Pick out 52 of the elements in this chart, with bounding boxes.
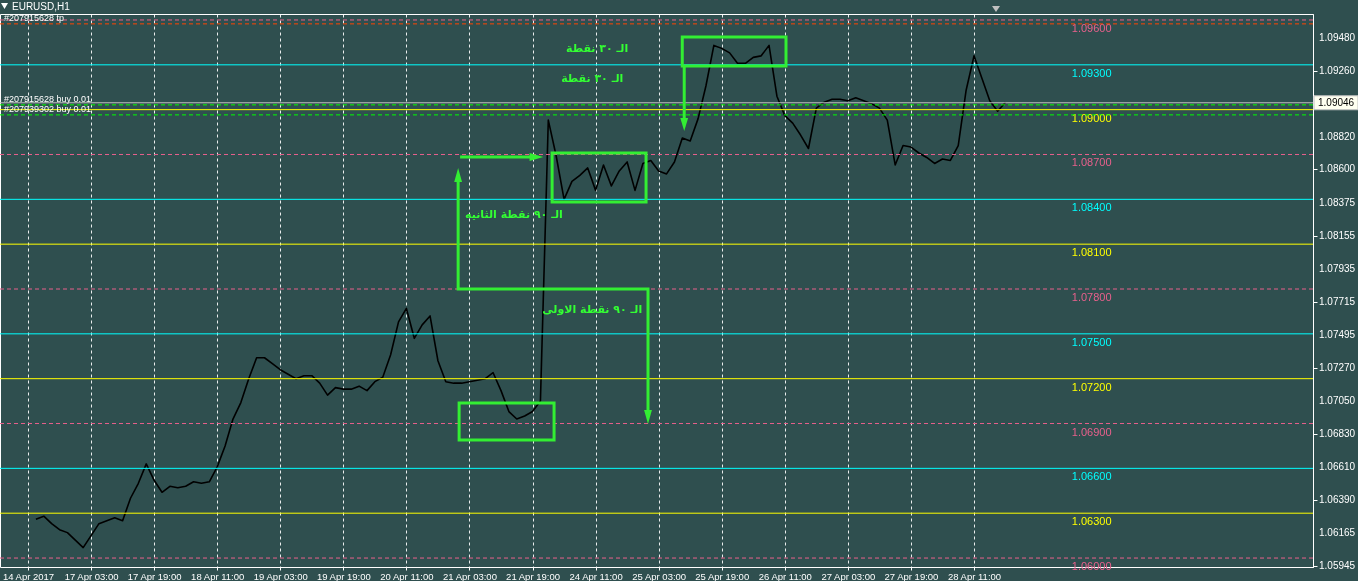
annotation: الـ ٩٠ نقطة الاولى [542, 303, 643, 316]
chart-title: EURUSD,H1 [12, 0, 71, 12]
y-tick-label: 1.08375 [1319, 197, 1356, 209]
ref-line-label: 1.07200 [1071, 380, 1112, 393]
y-tick-label: 1.08155 [1319, 229, 1356, 241]
x-tick-label: 18 Apr 11:00 [191, 570, 245, 581]
y-tick-label: 1.06165 [1319, 527, 1356, 539]
y-tick-label: 1.07495 [1319, 328, 1356, 340]
y-tick-label: 1.07715 [1319, 295, 1356, 307]
ref-line-label: 1.08700 [1071, 156, 1112, 169]
x-tick-label: 25 Apr 03:00 [632, 570, 687, 581]
ref-line-label: 1.09600 [1071, 21, 1112, 34]
y-tick-label: 1.09480 [1319, 31, 1356, 43]
ref-line-label: 1.07500 [1071, 335, 1112, 348]
x-tick-label: 19 Apr 19:00 [316, 570, 371, 581]
y-tick-label: 1.07270 [1319, 362, 1356, 374]
ref-line-label: 1.08400 [1071, 201, 1112, 214]
x-tick-label: 17 Apr 19:00 [127, 570, 182, 581]
ref-line-label: 1.08100 [1071, 246, 1112, 259]
x-tick-label: 17 Apr 03:00 [64, 570, 119, 581]
ref-line-label: 1.06900 [1071, 425, 1112, 438]
annotation: الـ ٣٠ نقطة [561, 72, 624, 85]
x-tick-label: 21 Apr 19:00 [506, 570, 560, 581]
ref-line-label: #207915628 tp [4, 12, 65, 23]
x-tick-label: 20 Apr 11:00 [380, 570, 434, 581]
x-tick-label: 28 Apr 11:00 [947, 570, 1002, 581]
annotation: الـ ٣٠ نقطة [566, 42, 629, 55]
ref-line-label: 1.07800 [1071, 291, 1112, 304]
ref-line-label: 1.09000 [1071, 111, 1112, 124]
y-tick-label: 1.05945 [1319, 560, 1356, 572]
ref-line-label: #207915628 buy 0.01 [4, 93, 92, 104]
y-tick-label: 1.06830 [1319, 427, 1356, 439]
x-tick-label: 27 Apr 03:00 [821, 570, 876, 581]
y-tick-label: 1.08820 [1319, 130, 1356, 142]
x-tick-label: 24 Apr 11:00 [569, 570, 623, 581]
y-tick-label: 1.06610 [1319, 460, 1356, 472]
x-tick-label: 26 Apr 11:00 [758, 570, 812, 581]
x-tick-label: 14 Apr 2017 [2, 570, 55, 581]
y-tick-label: 1.08600 [1319, 163, 1356, 175]
ref-line-label: 1.06300 [1071, 515, 1112, 528]
x-tick-label: 19 Apr 03:00 [253, 570, 308, 581]
annotation: الـ ٩٠ نقطة الثانيه [465, 208, 563, 221]
y-tick-label: 1.07935 [1319, 262, 1356, 274]
y-tick-label: 1.07050 [1319, 395, 1356, 407]
x-tick-label: 27 Apr 19:00 [884, 570, 939, 581]
y-tick-label: 1.09260 [1319, 64, 1356, 76]
ref-line-label: 1.09046 [1318, 96, 1355, 108]
y-tick-label: 1.06390 [1319, 493, 1356, 505]
x-tick-label: 21 Apr 03:00 [443, 570, 497, 581]
ref-line-label: 1.09300 [1071, 66, 1112, 79]
x-tick-label: 25 Apr 19:00 [695, 570, 750, 581]
ref-line-label: 1.06600 [1071, 470, 1112, 483]
